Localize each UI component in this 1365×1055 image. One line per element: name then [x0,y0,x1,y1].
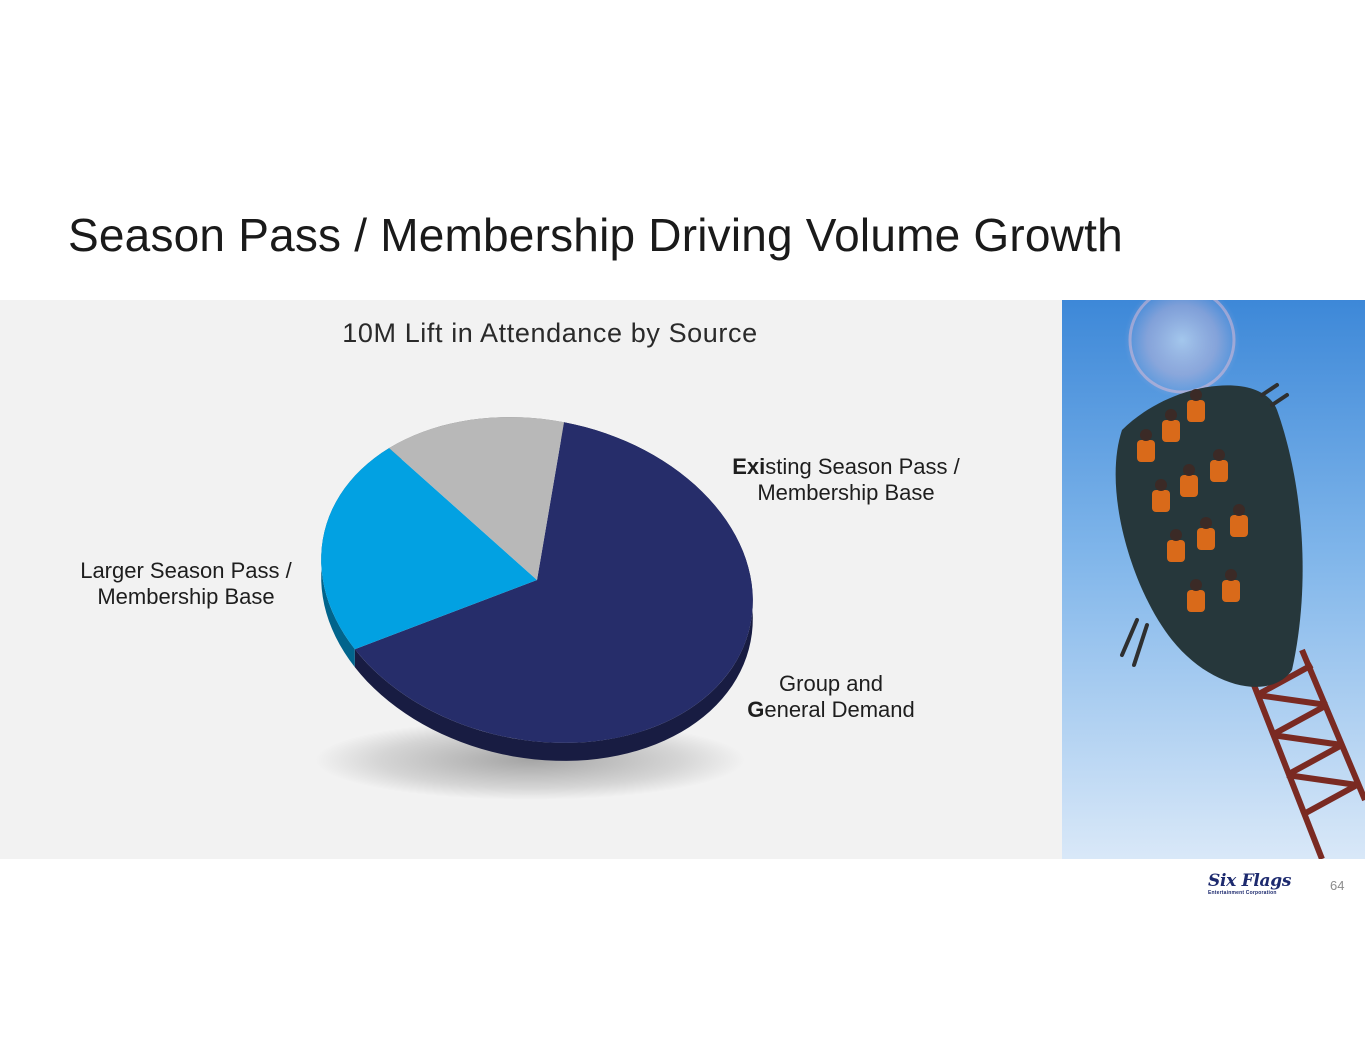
slice-label-group-line1: Group and [779,671,883,696]
slice-label-existing-season-pass: Existing Season Pass / Membership Base [720,454,972,506]
roller-coaster-photo [1062,300,1365,859]
pie-chart [315,417,753,800]
slide-title: Season Pass / Membership Driving Volume … [68,209,1123,261]
slice-label-existing-rest2: embership Base [775,480,935,505]
slice-label-group-bold2: G [747,697,765,722]
chart-panel: 10M Lift in Attendance by Source Larger … [0,300,1062,859]
slice-label-larger-line2: Membership Base [97,584,275,609]
chart-title: 10M Lift in Attendance by Source [342,318,758,348]
logo-wordmark: Six Flags [1208,871,1292,891]
logo-tagline: Entertainment Corporation [1208,890,1277,896]
six-flags-logo: Six Flags Entertainment Corporation [1208,872,1300,900]
slice-label-existing-bold1: Exi [732,454,766,479]
slice-label-existing-rest1: sting Season Pass / [765,454,960,479]
slice-label-larger-season-pass: Larger Season Pass / Membership Base [66,558,306,610]
page-number: 64 [1330,878,1345,893]
slice-label-existing-bold2: M [757,480,776,505]
pie-slice [354,422,753,743]
pie-slice [321,448,537,650]
pie-tops [321,417,753,743]
slice-label-group-rest2: eneral Demand [764,697,915,722]
slice-label-larger-line1: Larger Season Pass / [80,558,292,583]
slice-label-group-general: Group and General Demand [735,671,927,723]
pie-slice [389,417,564,580]
